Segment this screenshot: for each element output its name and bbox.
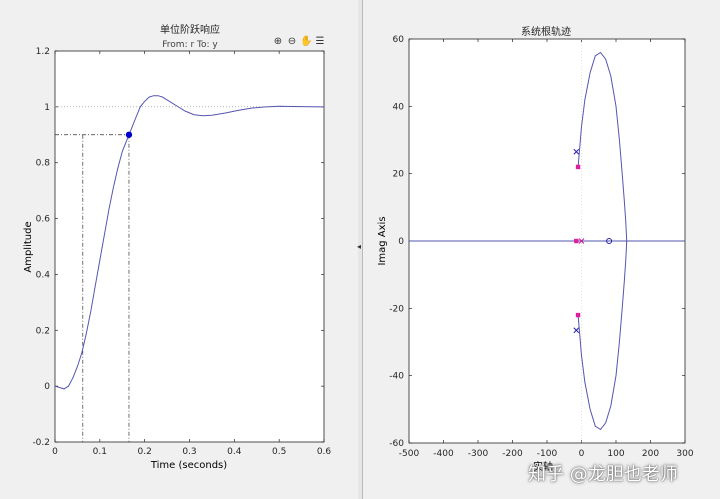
plot-area	[54, 50, 325, 443]
y-tick-label: 60	[393, 35, 405, 45]
y-tick-label: 0	[398, 237, 404, 247]
root-locus-chart: -500 -400 -300 -200 -100 0 100 200 300-60-40-200…	[377, 25, 694, 473]
pan-hand-icon[interactable]: ✋	[300, 36, 313, 47]
y-tick-label: 0.2	[36, 326, 50, 336]
panel-divider[interactable]	[358, 0, 362, 499]
x-tick-label: -100	[537, 449, 558, 459]
step-response-curve	[54, 95, 325, 390]
y-tick-label: 0.4	[36, 270, 51, 280]
plot-toolbar: ⊕ ⊖ ✋ ☰	[272, 36, 326, 48]
locus-branch	[577, 240, 628, 431]
x-tick-label: 0	[52, 447, 58, 457]
y-tick-label: 1	[44, 103, 50, 113]
chart-subtitle: From: r To: y	[162, 40, 218, 50]
step-response-panel: 0 0.1 0.2 0.3 0.4 0.5 0.6 -0.2 0 0.2 0.4 0.6 0.8 1 1.2…	[23, 23, 332, 471]
open-loop-pole	[573, 148, 580, 155]
y-tick-label: -40	[389, 372, 404, 382]
x-tick-label: 0.4	[227, 447, 242, 457]
y-tick-label: -0.2	[32, 438, 50, 448]
step-response-chart: 0 0.1 0.2 0.3 0.4 0.5 0.6-0.200.20.40.60.811.2…	[23, 23, 332, 471]
collapse-handle-icon[interactable]: ◂	[357, 242, 362, 251]
y-tick-label: 1.2	[36, 47, 50, 57]
pole-stroke	[578, 238, 585, 244]
x-tick-label: 0	[579, 449, 585, 459]
y-tick-label: 0.8	[36, 159, 51, 169]
zoom-in-icon[interactable]: ⊕	[273, 36, 283, 47]
watermark: 知乎 @龙胆也老师	[528, 464, 678, 485]
closed-loop-pole	[574, 238, 579, 244]
x-tick-label: -500	[399, 449, 420, 459]
x-tick-label: 0.6	[317, 447, 332, 457]
x-axis-label: Time (seconds)	[150, 460, 227, 471]
y-tick-label: -20	[389, 304, 404, 314]
open-loop-pole	[573, 327, 580, 334]
y-tick-label: 40	[393, 102, 405, 112]
x-tick-label: 200	[642, 449, 659, 459]
locus-branch	[577, 51, 628, 242]
pole-stroke	[573, 148, 580, 155]
y-axis-label: Amplitude	[23, 221, 34, 272]
x-tick-label: -400	[433, 449, 454, 459]
closed-loop-pole	[575, 312, 581, 318]
chart-title: 单位阶跃响应	[160, 23, 220, 36]
y-axis-label: Imag Axis	[377, 216, 388, 265]
open-loop-zero	[606, 238, 613, 244]
y-tick-label: 0	[44, 382, 50, 392]
zoom-out-icon[interactable]: ⊖	[287, 36, 297, 47]
x-tick-label: 0.1	[93, 447, 107, 457]
y-tick-label: -60	[389, 439, 404, 449]
x-tick-label: 0.3	[182, 447, 196, 457]
y-tick-label: 0.6	[36, 215, 51, 225]
legend-icon[interactable]: ☰	[315, 36, 325, 47]
x-axis-label: 实轴	[533, 460, 553, 473]
x-tick-label: -300	[468, 449, 489, 459]
rise-time-marker	[125, 131, 133, 138]
y-tick-label: 20	[393, 170, 405, 180]
chart-title: 系统根轨迹	[521, 25, 571, 38]
open-loop-pole	[578, 238, 585, 244]
x-tick-label: -200	[502, 449, 523, 459]
root-locus-panel: -500 -400 -300 -200 -100 0 100 200 300 -60 -40 -20 0…	[362, 0, 720, 499]
x-tick-label: 300	[676, 449, 693, 459]
x-tick-label: 100	[607, 449, 624, 459]
x-tick-label: 0.2	[138, 447, 152, 457]
x-tick-label: 0.5	[272, 447, 286, 457]
closed-loop-pole	[575, 164, 581, 170]
pole-stroke	[573, 327, 580, 334]
